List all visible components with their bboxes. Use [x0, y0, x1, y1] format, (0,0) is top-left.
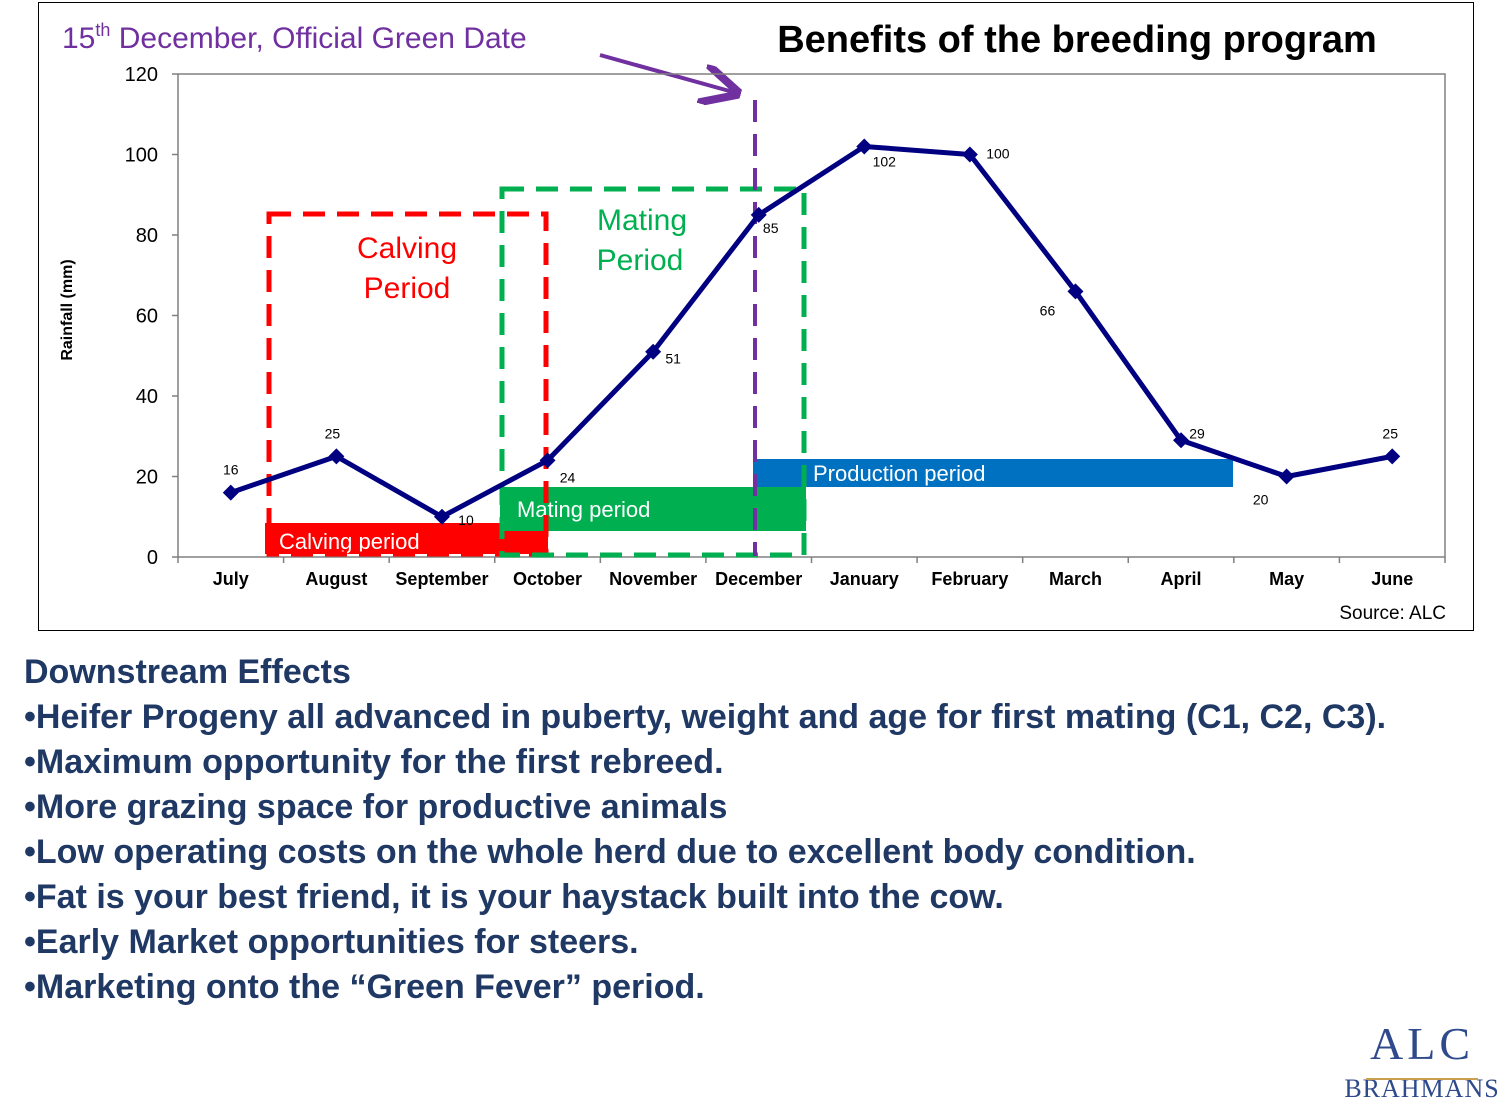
production-period-bar-label: Production period [813, 461, 985, 486]
data-label: 51 [665, 351, 681, 367]
data-label: 10 [458, 512, 474, 528]
x-tick-label: March [1049, 569, 1102, 589]
mating-period-bar-label: Mating period [517, 497, 650, 522]
logo-main-text: ALC [1370, 1018, 1474, 1069]
x-tick-label: April [1161, 569, 1202, 589]
period-bars: Calving period Mating period Production … [265, 459, 1233, 554]
rainfall-point [1278, 468, 1295, 485]
effects-item: •Early Market opportunities for steers. [24, 923, 639, 961]
downstream-effects: Downstream Effects •Heifer Progeny all a… [24, 650, 1484, 1010]
data-label: 25 [1382, 425, 1398, 441]
effects-item: •More grazing space for productive anima… [24, 788, 728, 826]
x-tick-label: August [305, 569, 367, 589]
mating-period-box [499, 186, 807, 558]
calving-box-label-1: Calving [357, 232, 457, 265]
effects-item: •Heifer Progeny all advanced in puberty,… [24, 698, 1387, 736]
rainfall-point [1173, 432, 1190, 449]
effects-item: •Low operating costs on the whole herd d… [24, 833, 1196, 871]
calving-box-label-2: Period [364, 272, 451, 305]
data-label: 16 [223, 462, 239, 478]
x-tick-label: February [931, 569, 1008, 589]
alc-brahmans-logo: ALC BRAHMANS [1344, 1010, 1500, 1114]
y-tick-label: 120 [125, 64, 158, 86]
mating-box-label-1: Mating [597, 204, 687, 237]
effects-heading: Downstream Effects [24, 653, 351, 691]
y-tick-label: 20 [136, 467, 158, 489]
axes: 0 20 40 60 80 100 120 July August September Octobe… [125, 64, 1446, 589]
annotation-rest: December, Official Green Date [110, 22, 526, 55]
y-tick-label: 0 [147, 547, 158, 569]
mating-box-label-2: Period [597, 244, 684, 277]
rainfall-point [856, 138, 873, 155]
rainfall-point [433, 508, 450, 525]
x-tick-label: July [213, 569, 249, 589]
annotation-sup: th [95, 20, 110, 40]
rainfall-chart: 15th December, Official Green Date Benef… [59, 19, 1446, 624]
x-tick-label: June [1371, 569, 1413, 589]
rainfall-point [222, 484, 239, 501]
calving-period-box [266, 211, 549, 557]
rainfall-point [961, 146, 978, 163]
green-date-annotation: 15th December, Official Green Date [62, 20, 527, 55]
x-tick-label: December [715, 569, 802, 589]
y-axis-label: Rainfall (mm) [59, 259, 76, 360]
data-label: 25 [325, 425, 341, 441]
y-tick-label: 100 [125, 145, 158, 167]
data-label: 102 [873, 153, 897, 169]
x-tick-label: November [609, 569, 697, 589]
period-boxes: Calving Period Mating Period [266, 186, 807, 558]
rainfall-line [229, 143, 1393, 520]
production-period-bar [753, 459, 1233, 487]
y-tick-label: 80 [136, 225, 158, 247]
source-label: Source: ALC [1339, 603, 1446, 624]
effects-list: •Heifer Progeny all advanced in puberty,… [24, 695, 1484, 1010]
data-label: 100 [986, 146, 1010, 162]
effects-item: •Maximum opportunity for the first rebre… [24, 743, 724, 781]
rainfall-point [328, 448, 345, 465]
rainfall-series: 16 25 10 24 51 85 102 100 66 29 20 25 [222, 138, 1401, 528]
y-tick-label: 40 [136, 386, 158, 408]
chart-title: Benefits of the breeding program [777, 19, 1377, 61]
rainfall-point [750, 206, 767, 223]
logo-divider [1366, 1078, 1478, 1080]
calving-period-bar-label: Calving period [279, 529, 420, 554]
x-tick-label: January [830, 569, 899, 589]
y-tick-label: 60 [136, 306, 158, 328]
rainfall-point [645, 343, 662, 360]
data-label: 24 [560, 469, 576, 485]
data-label: 20 [1253, 492, 1269, 508]
effects-item: •Marketing onto the “Green Fever” period… [24, 968, 705, 1006]
x-tick-label: October [513, 569, 582, 589]
rainfall-point [1067, 283, 1084, 300]
data-label: 85 [763, 220, 779, 236]
x-tick-label: September [395, 569, 488, 589]
data-label: 66 [1040, 302, 1056, 318]
rainfall-point [539, 452, 556, 469]
x-tick-label: May [1269, 569, 1304, 589]
data-label: 29 [1189, 425, 1205, 441]
effects-item: •Fat is your best friend, it is your hay… [24, 878, 1004, 916]
annotation-day: 15 [62, 22, 95, 55]
rainfall-point [1384, 448, 1401, 465]
